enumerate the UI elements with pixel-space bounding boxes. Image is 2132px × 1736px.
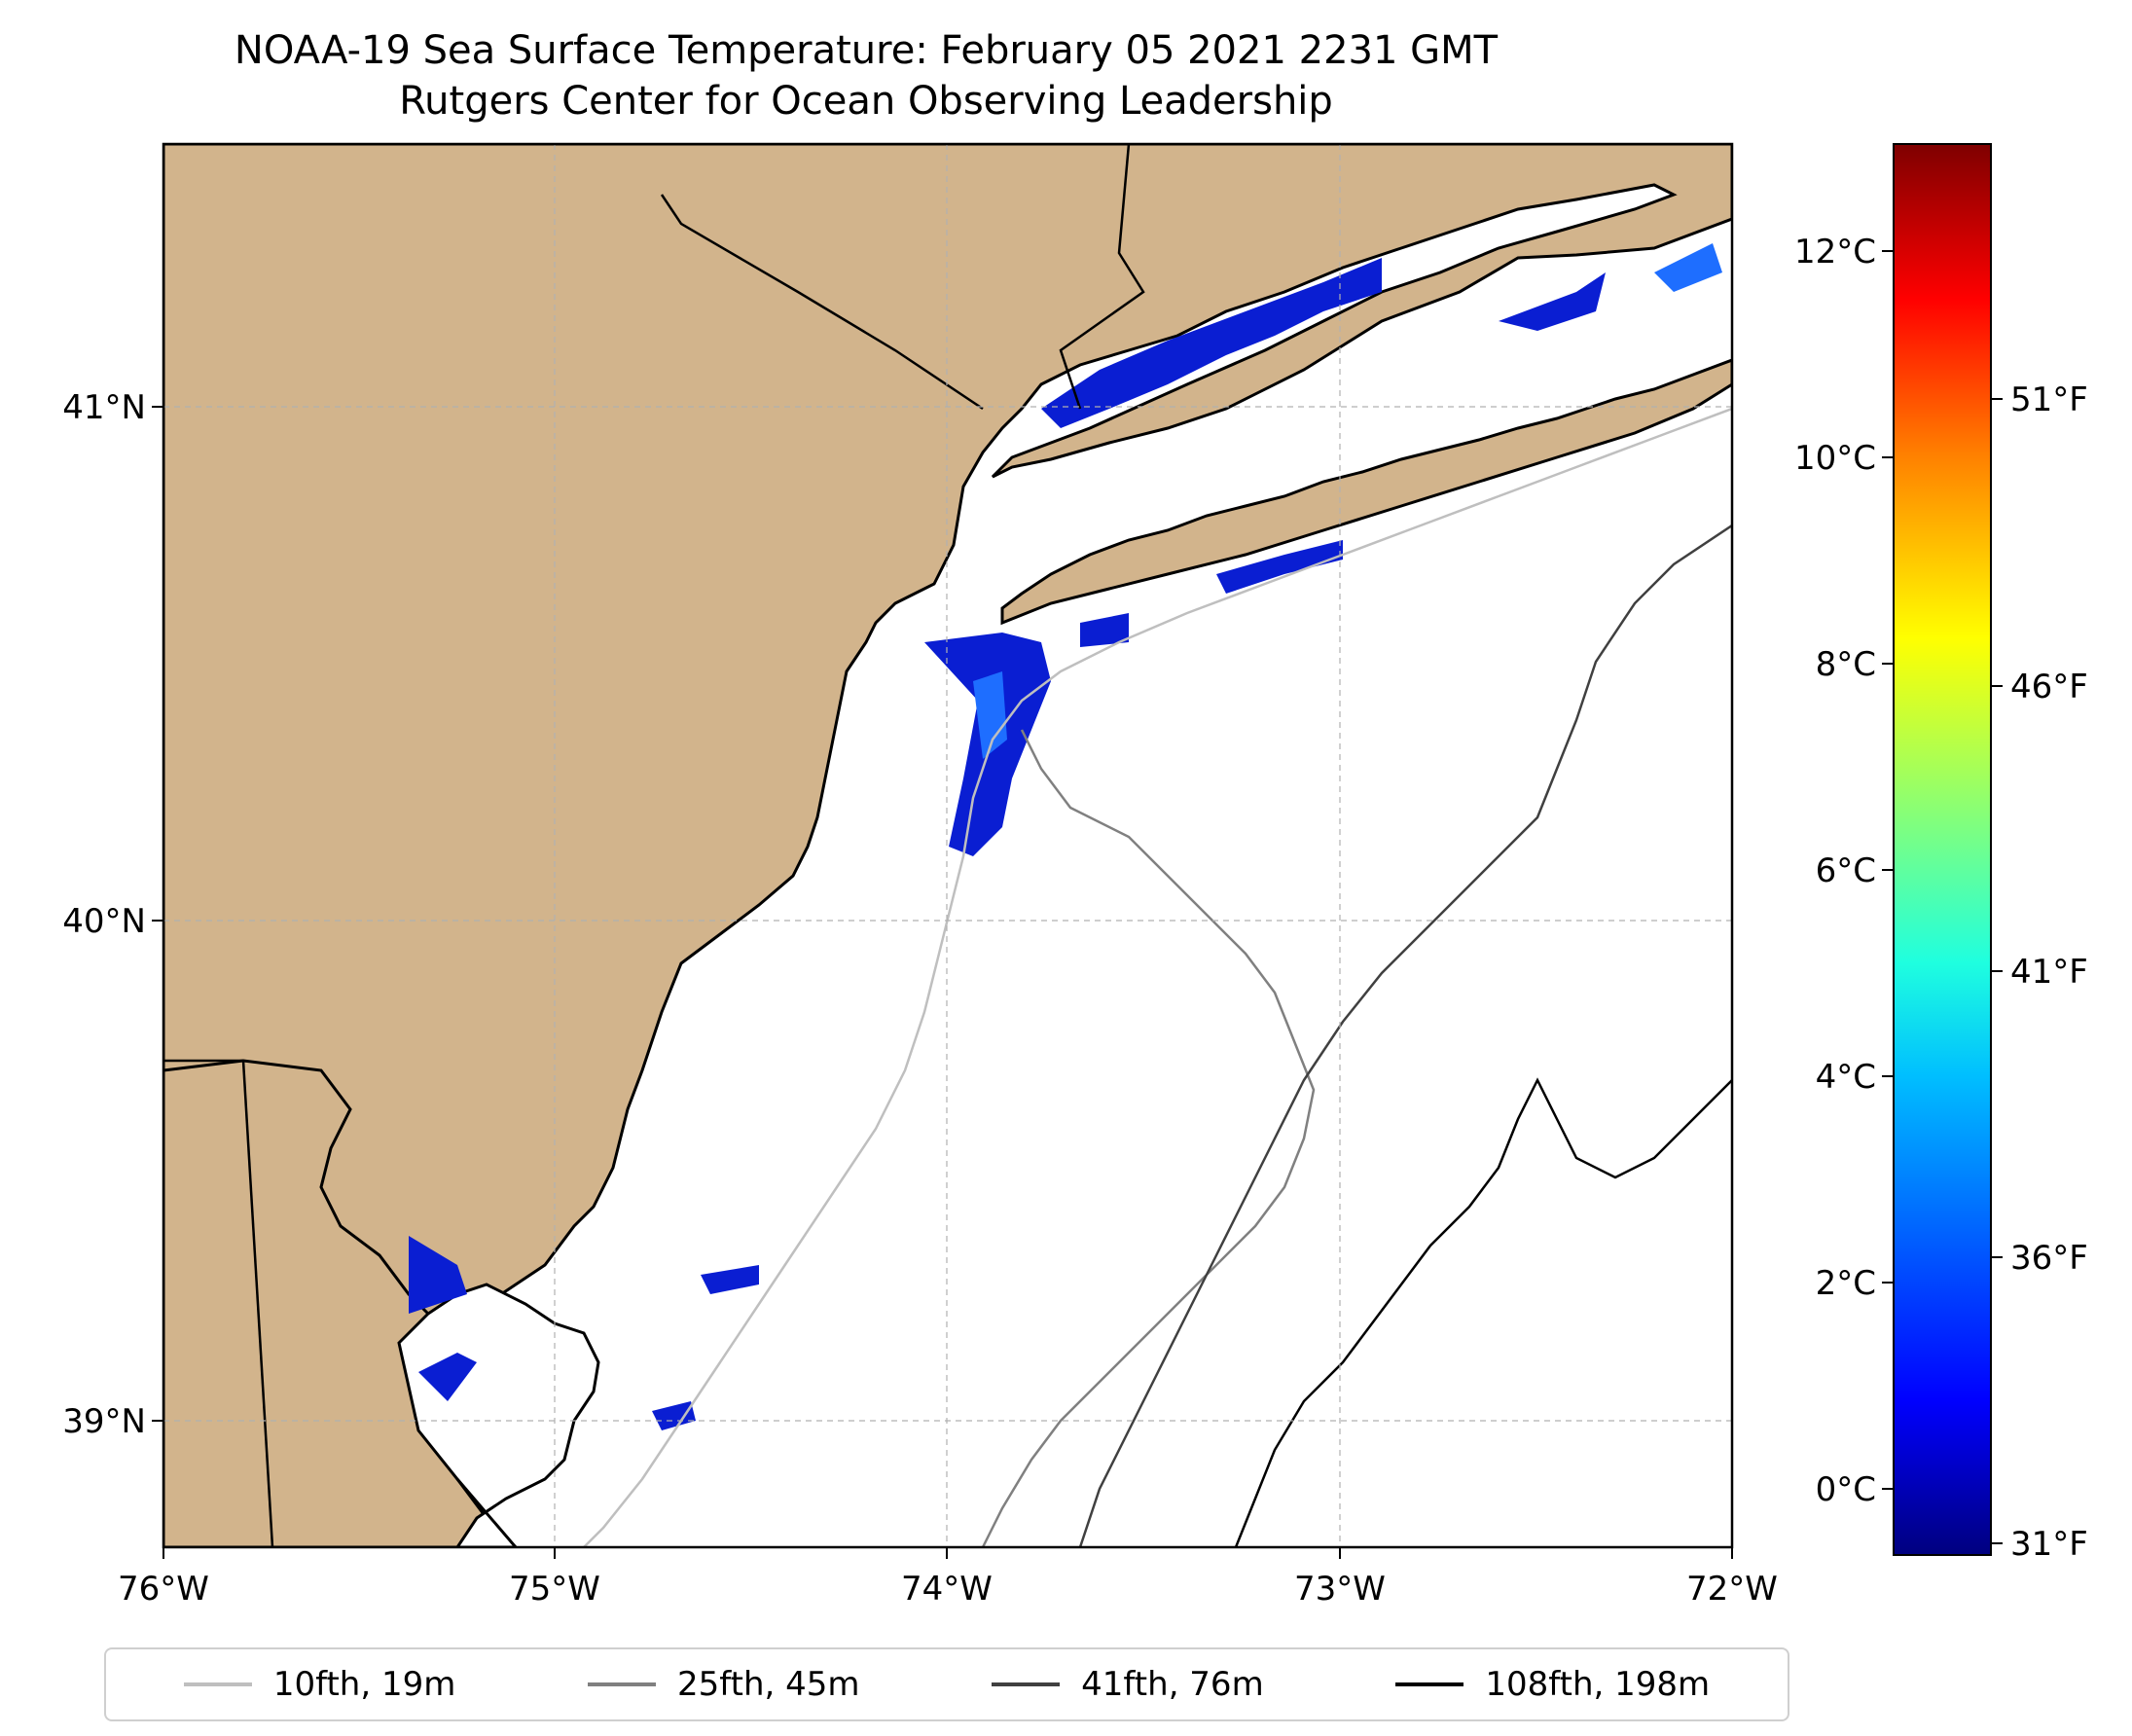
state-borders [163,144,1145,1547]
lon-tick-label: 76°W [118,1570,209,1609]
lat-tick-label: 39°N [62,1402,146,1441]
lon-tick-label: 74°W [901,1570,993,1609]
colorbar-celsius-label: 0°C [1816,1470,1876,1509]
legend-line-icon [588,1682,656,1686]
legend-item-108fth: 108fth, 198m [1395,1665,1710,1704]
colorbar-fahrenheit-label: 36°F [2010,1239,2088,1278]
legend-item-10fth: 10fth, 19m [183,1665,456,1704]
map-subtitle: Rutgers Center for Ocean Observing Leade… [399,79,1333,124]
legend-label: 25fth, 45m [677,1665,860,1704]
axis-tick-marks [152,406,1733,1559]
colorbar-celsius-label: 8°C [1816,645,1876,684]
colorbar-fahrenheit-label: 31°F [2010,1525,2088,1564]
sst-mid-patches [973,243,1722,759]
legend-line-icon [183,1682,252,1686]
colorbar-fahrenheit-label: 41°F [2010,953,2088,992]
colorbar-tick-marks [1882,250,2003,1544]
land-long-island [1000,358,1732,626]
legend-label: 10fth, 19m [272,1665,456,1704]
contour-legend: 10fth, 19m 25fth, 45m 41fth, 76m 108fth,… [104,1647,1789,1721]
colorbar-fahrenheit-label: 51°F [2010,380,2088,419]
lat-tick-label: 40°N [62,902,146,941]
lon-tick-label: 72°W [1686,1570,1778,1609]
colorbar-celsius-label: 6°C [1816,851,1876,890]
colorbar-celsius-label: 12°C [1794,233,1876,271]
colorbar-fahrenheit-label: 46°F [2010,668,2088,706]
colorbar-celsius-label: 4°C [1816,1058,1876,1097]
land-mainland [163,144,1732,1547]
legend-item-41fth: 41fth, 76m [992,1665,1264,1704]
map-title: NOAA-19 Sea Surface Temperature: Februar… [234,28,1499,73]
gridlines [163,144,1732,1547]
bathymetry-contours [583,407,1732,1547]
legend-item-25fth: 25fth, 45m [588,1665,860,1704]
legend-line-icon [1395,1682,1464,1686]
colorbar-celsius-label: 10°C [1794,439,1876,478]
colorbar-celsius-label: 2°C [1816,1264,1876,1303]
lon-tick-label: 73°W [1294,1570,1386,1609]
legend-line-icon [992,1682,1061,1686]
legend-label: 108fth, 198m [1485,1665,1711,1704]
colorbar [1893,143,1992,1556]
lat-tick-label: 41°N [62,388,146,427]
lon-tick-label: 75°W [509,1570,600,1609]
legend-label: 41fth, 76m [1081,1665,1264,1704]
